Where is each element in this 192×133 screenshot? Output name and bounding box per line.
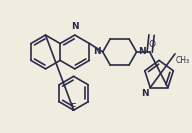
Text: CH₃: CH₃ xyxy=(176,56,190,65)
Text: N: N xyxy=(71,22,79,31)
Text: O: O xyxy=(148,40,155,49)
Text: F: F xyxy=(71,103,76,113)
Text: N: N xyxy=(141,88,148,97)
Text: N: N xyxy=(138,47,146,56)
Text: N: N xyxy=(93,47,101,56)
